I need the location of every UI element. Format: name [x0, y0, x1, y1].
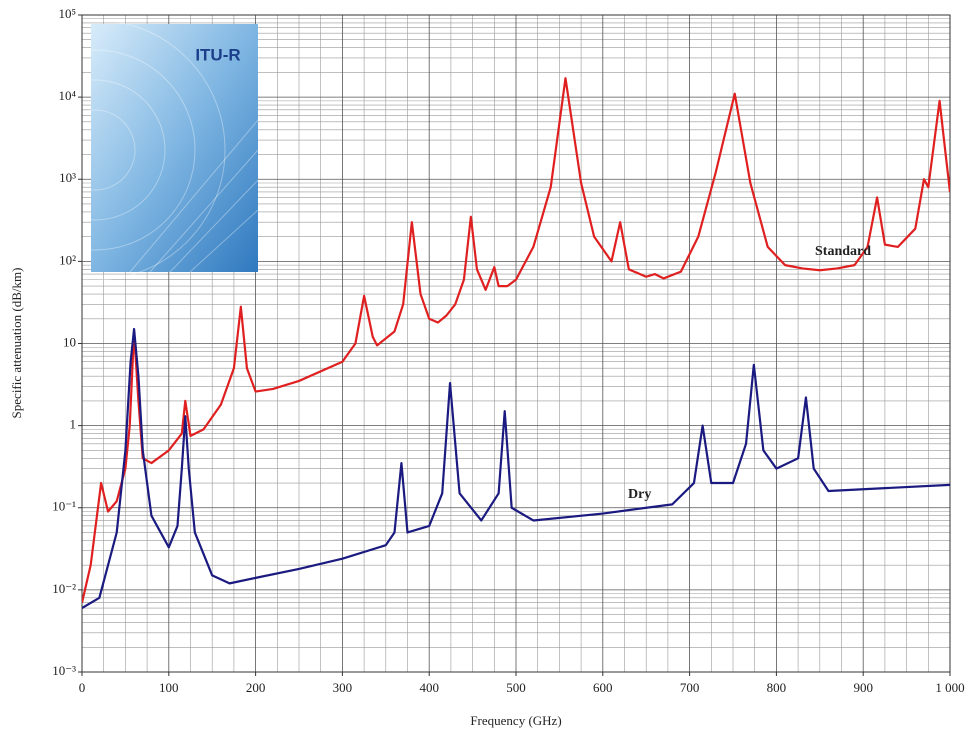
y-tick-label: 10 — [63, 334, 76, 349]
x-tick-label: 300 — [333, 680, 353, 695]
x-tick-label: 800 — [767, 680, 787, 695]
x-tick-label: 500 — [506, 680, 526, 695]
inset-image: ITU-R — [0, 19, 259, 281]
x-tick-label: 0 — [79, 680, 86, 695]
x-tick-label: 700 — [680, 680, 700, 695]
x-tick-label: 900 — [853, 680, 873, 695]
y-tick-label: 1 — [70, 417, 77, 432]
series-layer — [82, 77, 950, 610]
x-tick-label: 400 — [419, 680, 439, 695]
x-tick-label: 600 — [593, 680, 613, 695]
series-label: Dry — [628, 487, 651, 502]
y-tick-label: 10⁻¹ — [52, 499, 76, 514]
inset-cover — [91, 24, 258, 272]
x-tick-label: 1 000 — [935, 680, 964, 695]
x-tick-label: 200 — [246, 680, 266, 695]
x-axis-title: Frequency (GHz) — [470, 713, 561, 728]
inset-pattern — [0, 19, 259, 281]
series-line — [82, 327, 950, 610]
series-label: Standard — [815, 244, 871, 259]
y-tick-label: 10⁻³ — [52, 663, 76, 678]
y-tick-label: 10⁻² — [52, 581, 76, 596]
y-tick-label: 10⁵ — [58, 6, 76, 21]
x-tick-label: 100 — [159, 680, 179, 695]
y-tick-label: 10³ — [59, 170, 76, 185]
y-tick-label: 10⁴ — [58, 88, 76, 103]
y-axis-title: Specific attenuation (dB/km) — [9, 268, 24, 419]
inset-title: ITU-R — [195, 45, 240, 64]
series-line — [82, 77, 950, 603]
y-tick-label: 10² — [59, 252, 76, 267]
